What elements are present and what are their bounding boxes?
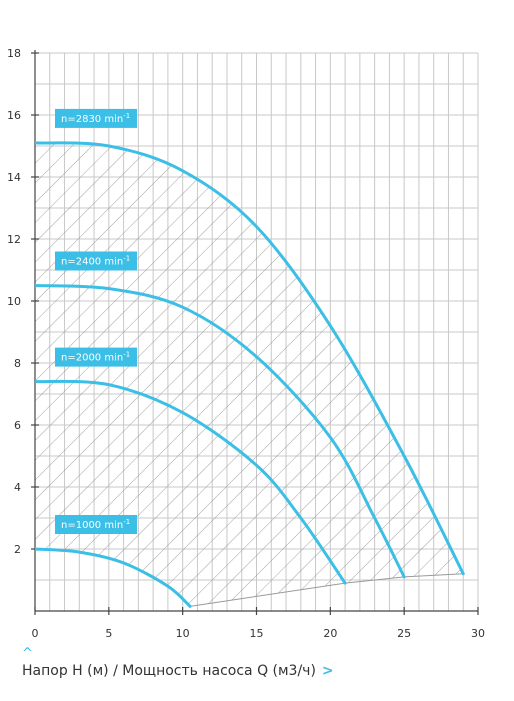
series-label-text: n=2000 min-1 <box>61 351 130 364</box>
series-label-text: n=2830 min-1 <box>61 112 130 125</box>
series-curve <box>35 547 192 608</box>
x-tick-label: 25 <box>397 627 411 640</box>
series-label-box <box>55 515 137 534</box>
series-label-box <box>55 347 137 367</box>
x-tick-label: 5 <box>105 627 112 640</box>
chevron-up-icon[interactable]: ^ <box>22 646 33 661</box>
y-tick-label: 18 <box>7 47 21 60</box>
y-tick-label: 2 <box>14 543 21 556</box>
tick-labels: 2 4 6 8 10 12 14 16 18 0 5 10 15 20 25 30 <box>7 47 485 640</box>
series-labels: n=2830 min-1 n=2400 min-1 n=2000 min-1 n=10… <box>55 108 137 534</box>
operating-area-hatch <box>35 142 464 607</box>
y-tick-label: 16 <box>7 109 21 122</box>
y-tick-label: 12 <box>7 233 21 246</box>
y-tick-label: 6 <box>14 419 21 432</box>
series-lines <box>35 141 465 608</box>
series-label: n=1000 min-1 <box>55 515 137 534</box>
y-tick-label: 14 <box>7 171 21 184</box>
series-label-text: n=2400 min-1 <box>61 255 130 268</box>
series-label-superscript: -1 <box>123 518 130 526</box>
series-curve <box>35 141 465 576</box>
series-label-superscript: -1 <box>123 351 130 359</box>
series-curve <box>35 379 347 585</box>
y-tick-label: 10 <box>7 295 21 308</box>
x-tick-label: 30 <box>471 627 485 640</box>
axis-caption[interactable]: Напор H (м) / Мощность насоса Q (м3/ч) > <box>22 663 334 679</box>
y-tick-label: 4 <box>14 481 21 494</box>
x-tick-label: 0 <box>32 627 39 640</box>
series-label-box <box>55 251 137 271</box>
chevron-right-icon[interactable]: > <box>321 663 334 679</box>
series-curve <box>35 284 406 579</box>
y-tick-label: 8 <box>14 357 21 370</box>
x-tick-label: 20 <box>323 627 337 640</box>
series-label: n=2830 min-1 <box>55 108 137 128</box>
axis-caption-text: Напор H (м) / Мощность насоса Q (м3/ч) <box>22 663 316 679</box>
series-label: n=2400 min-1 <box>55 251 137 271</box>
series-label-superscript: -1 <box>123 255 130 263</box>
series-label: n=2000 min-1 <box>55 347 137 367</box>
operating-envelope-line <box>189 573 464 607</box>
x-tick-label: 10 <box>176 627 190 640</box>
series-label-text: n=1000 min-1 <box>61 518 130 531</box>
series-label-superscript: -1 <box>123 112 130 120</box>
x-tick-label: 15 <box>250 627 264 640</box>
series-label-box <box>55 108 137 128</box>
